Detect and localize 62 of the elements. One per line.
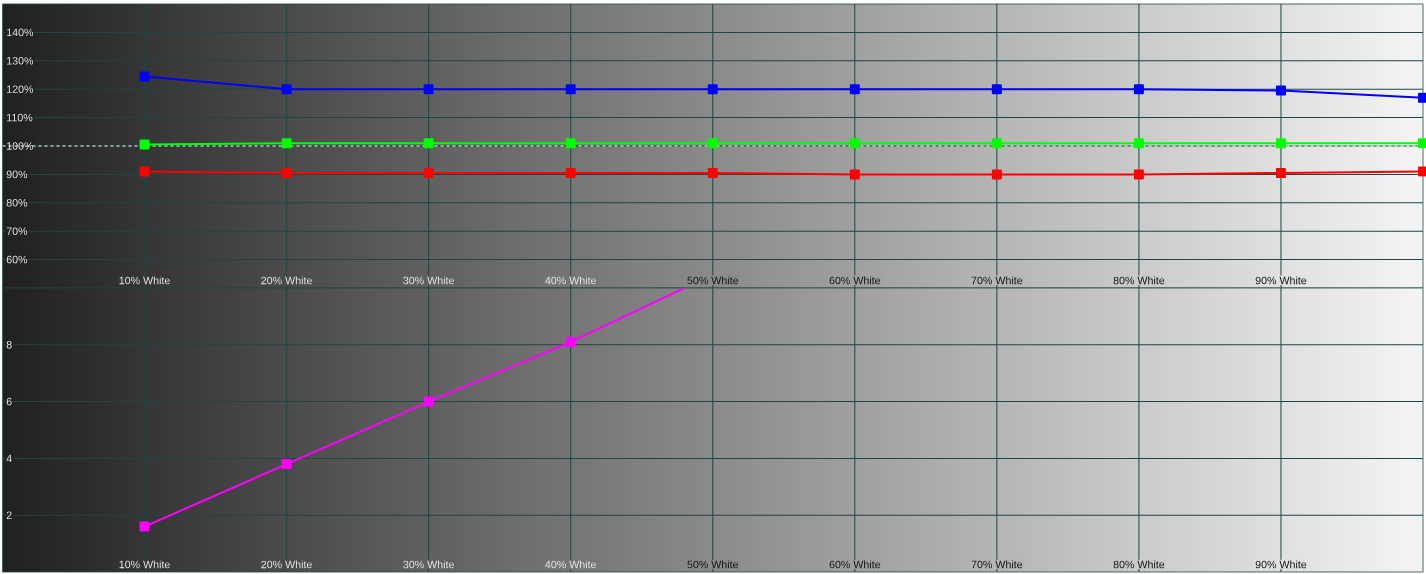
y-tick-label: 70% <box>6 227 28 235</box>
x-tick-label: 10% White <box>119 560 170 569</box>
point <box>565 138 576 149</box>
x-tick-label: 60% White <box>829 276 881 285</box>
point <box>139 166 150 177</box>
point <box>139 521 150 532</box>
y-tick-label: 6 <box>6 397 12 406</box>
y-tick-label: 60% <box>6 255 28 264</box>
point <box>139 139 150 150</box>
x-tick-label: 90% White <box>1255 560 1307 569</box>
point <box>281 459 292 470</box>
y-tick-label: 110% <box>7 113 33 122</box>
point <box>281 167 292 178</box>
point <box>1275 167 1286 178</box>
point <box>849 84 860 95</box>
y-tick-label: 8 <box>6 341 12 349</box>
x-tick-label: 50% White <box>687 276 739 285</box>
x-tick-label: 80% White <box>1113 276 1165 285</box>
point <box>1133 138 1144 149</box>
y-tick-label: 90% <box>6 170 28 179</box>
x-tick-label: 30% White <box>403 276 454 285</box>
point <box>1133 169 1144 180</box>
y-tick-label: 130% <box>7 57 34 65</box>
x-tick-label: 70% White <box>971 276 1023 285</box>
point <box>139 71 150 82</box>
x-tick-label: 80% White <box>1113 560 1165 569</box>
x-tick-label: 30% White <box>403 560 454 569</box>
point <box>1133 84 1144 95</box>
y-tick-label: 4 <box>6 454 12 463</box>
point <box>991 169 1002 180</box>
x-tick-label: 20% White <box>261 276 312 285</box>
point <box>423 84 434 95</box>
point <box>281 84 292 95</box>
point <box>1275 138 1286 149</box>
x-tick-label: 50% White <box>687 560 739 569</box>
y-tick-label: 80% <box>6 199 28 207</box>
x-tick-label: 20% White <box>261 560 312 569</box>
point <box>423 167 434 178</box>
point <box>281 138 292 149</box>
point <box>707 84 718 95</box>
y-tick-label: 2 <box>6 511 12 519</box>
x-tick-label: 60% White <box>829 560 881 569</box>
point <box>707 167 718 178</box>
point <box>565 336 576 347</box>
point <box>1275 85 1286 96</box>
y-tick-label: 120% <box>7 85 34 93</box>
point <box>423 138 434 149</box>
point <box>849 138 860 149</box>
point <box>849 169 860 180</box>
y-tick-label: 100% <box>7 142 34 150</box>
point <box>991 138 1002 149</box>
x-tick-label: 90% White <box>1255 276 1307 285</box>
x-tick-label: 70% White <box>971 560 1023 569</box>
point <box>423 396 434 407</box>
y-tick-label: 140% <box>7 28 34 37</box>
point <box>991 84 1002 95</box>
x-tick-label: 40% White <box>545 276 597 285</box>
x-tick-label: 40% White <box>545 560 597 569</box>
point <box>565 84 576 95</box>
x-tick-label: 10% White <box>119 276 170 285</box>
point <box>707 138 718 149</box>
point <box>565 167 576 178</box>
